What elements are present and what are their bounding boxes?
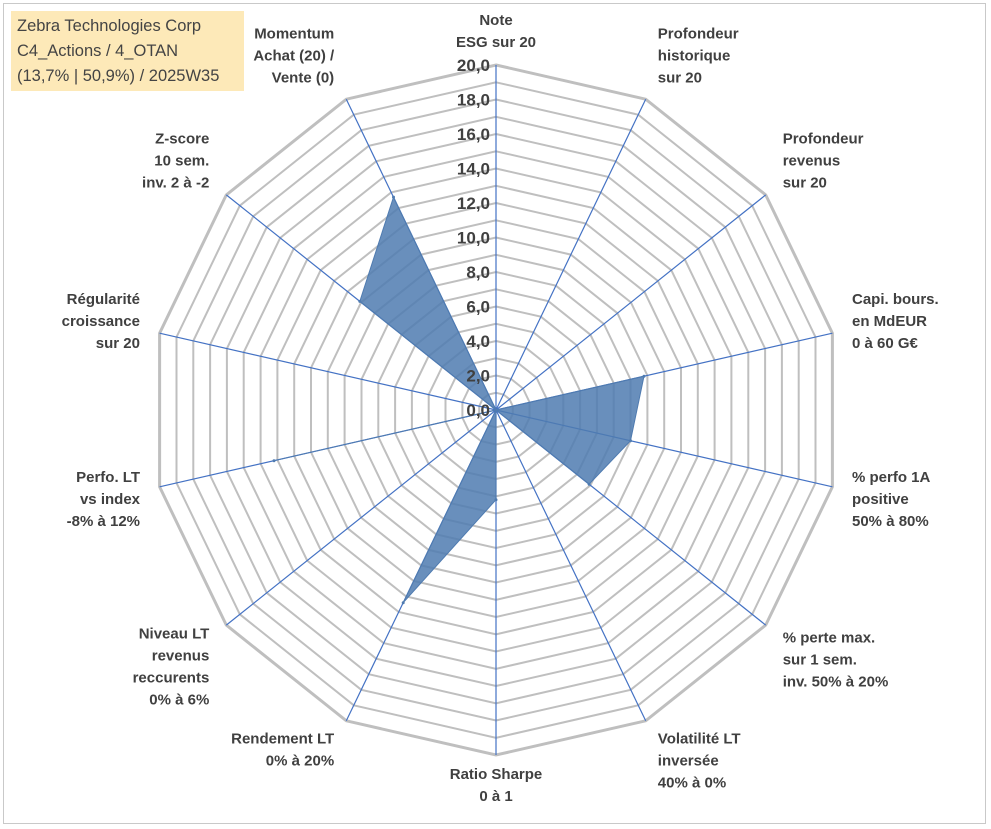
axis-label-line: % perte max. (783, 629, 876, 646)
axis-label-line: -8% à 12% (67, 513, 140, 530)
axis-label-line: sur 20 (658, 70, 702, 87)
tick-label: 2,0 (466, 367, 490, 386)
tick-label: 8,0 (466, 263, 490, 282)
data-point (587, 482, 591, 486)
axis-label: Volatilité LT inversée 40% à 0% (658, 730, 741, 791)
axis-label-line: inversée (658, 752, 719, 769)
axis-label: % perte max. sur 1 sem. inv. 50% à 20% (783, 629, 889, 690)
radar-axis-labels: Note ESG sur 20 Profondeur historique sur 20… (62, 12, 939, 805)
data-point (494, 498, 498, 502)
axis-label-line: Ratio Sharpe (450, 766, 543, 783)
axis-label: Profondeur historique sur 20 (658, 26, 739, 87)
axis-label-line: Capi. bours. (852, 291, 939, 308)
axis-label-line: sur 20 (783, 175, 827, 192)
axis-label: Z-score 10 sem. inv. 2 à -2 (142, 131, 209, 192)
spoke-line (159, 332, 497, 411)
axis-label-line: historique (658, 48, 731, 65)
axis-label: Note ESG sur 20 (456, 12, 536, 51)
axis-label: Perfo. LT vs index -8% à 12% (67, 469, 141, 530)
radar-series (272, 195, 646, 605)
axis-label-line: Momentum (254, 26, 334, 43)
axis-label: Profondeur revenus sur 20 (783, 131, 864, 192)
axis-label-line: revenus (152, 647, 210, 664)
data-point (358, 299, 362, 303)
radar-tick-labels: 0,0 2,0 4,0 6,0 8,0 10,0 12,0 14,0 16,0 18,0 20,0 (457, 56, 490, 420)
data-point (642, 374, 646, 378)
axis-label-line: positive (852, 491, 909, 508)
axis-label-line: Vente (0) (272, 70, 335, 87)
score-summary: (13,7% | 50,9%) / 2025W35 (17, 67, 220, 85)
axis-label-line: Niveau LT (139, 625, 210, 642)
axis-label-line: inv. 2 à -2 (142, 175, 209, 192)
data-point (494, 408, 498, 412)
axis-label-line: Régularité (67, 291, 140, 308)
axis-label: % perfo 1A positive 50% à 80% (852, 469, 931, 530)
tick-label: 18,0 (457, 91, 490, 110)
spoke-line (225, 409, 497, 626)
axis-label-line: 0 à 1 (479, 788, 512, 805)
axis-label-line: Profondeur (783, 131, 864, 148)
axis-label-line: 0% à 6% (149, 691, 209, 708)
axis-label: Momentum Achat (20) / Vente (0) (253, 26, 335, 87)
axis-label: Régularité croissance sur 20 (62, 291, 140, 352)
axis-label-line: Note (479, 12, 512, 29)
data-point (392, 195, 395, 199)
axis-label-line: reccurents (133, 669, 210, 686)
axis-label-line: ESG sur 20 (456, 34, 536, 51)
axis-label-line: 50% à 80% (852, 513, 929, 530)
axis-label-line: croissance (62, 313, 140, 330)
spoke-line (495, 98, 647, 411)
axis-label-line: sur 1 sem. (783, 651, 857, 668)
spoke-line (495, 409, 647, 722)
axis-label-line: sur 20 (96, 335, 140, 352)
axis-label-line: inv. 50% à 20% (783, 673, 889, 690)
axis-label: Capi. bours. en MdEUR 0 à 60 G€ (852, 291, 939, 352)
info-box: Zebra Technologies Corp C4_Actions / 4_O… (11, 11, 244, 91)
axis-label-line: Profondeur (658, 26, 739, 43)
tick-label: 14,0 (457, 160, 490, 179)
series-area (273, 195, 645, 604)
company-name: Zebra Technologies Corp (17, 17, 202, 35)
tick-label: 6,0 (466, 298, 490, 317)
axis-label-line: % perfo 1A (852, 469, 931, 486)
axis-label-line: Z-score (155, 131, 209, 148)
tick-label: 12,0 (457, 194, 490, 213)
portfolio-category: C4_Actions / 4_OTAN (17, 42, 179, 60)
axis-label-line: Volatilité LT (658, 730, 741, 747)
axis-label-line: Rendement LT (231, 730, 334, 747)
tick-label: 0,0 (466, 401, 490, 420)
axis-label-line: 0 à 60 G€ (852, 335, 919, 352)
spoke-line (495, 194, 767, 411)
axis-label-line: 40% à 0% (658, 774, 726, 791)
axis-label-line: 0% à 20% (266, 752, 334, 769)
axis-label-line: en MdEUR (852, 313, 927, 330)
axis-label: Ratio Sharpe 0 à 1 (450, 766, 543, 805)
axis-label: Rendement LT 0% à 20% (231, 730, 334, 769)
axis-label-line: vs index (80, 491, 141, 508)
axis-label: Niveau LT revenus reccurents 0% à 6% (133, 625, 210, 708)
chart-frame (3, 3, 986, 824)
tick-label: 16,0 (457, 125, 490, 144)
data-point (272, 459, 276, 463)
tick-label: 10,0 (457, 229, 490, 248)
axis-label-line: revenus (783, 153, 841, 170)
tick-label: 4,0 (466, 332, 490, 351)
axis-label-line: 10 sem. (154, 153, 209, 170)
data-point (401, 601, 405, 605)
tick-label: 20,0 (457, 56, 490, 75)
axis-label-line: Achat (20) / (253, 48, 335, 65)
data-point (629, 439, 632, 443)
axis-label-line: Perfo. LT (76, 469, 140, 486)
